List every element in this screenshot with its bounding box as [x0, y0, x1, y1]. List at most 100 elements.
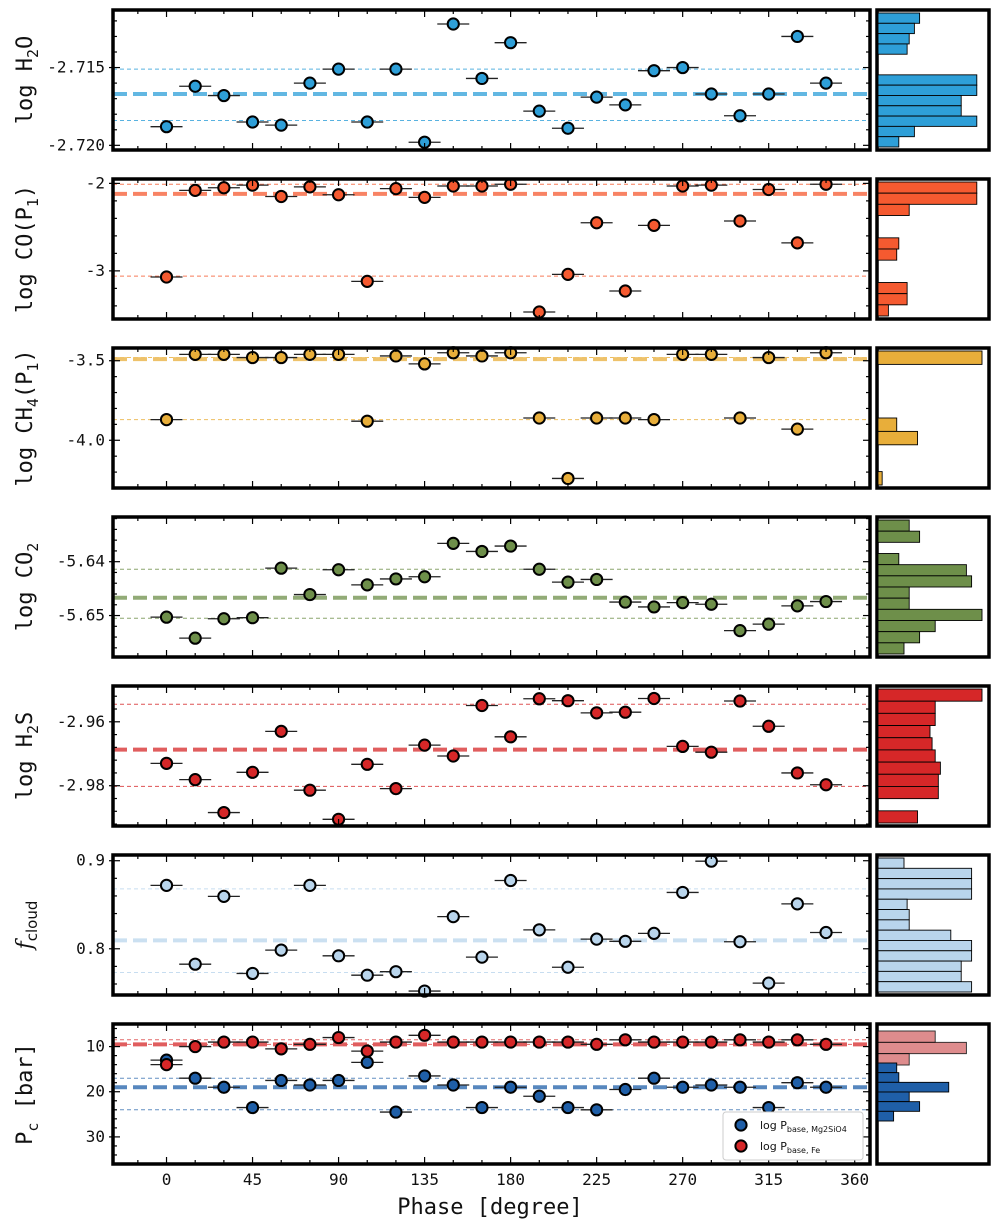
- data-point: [408, 738, 441, 752]
- marker: [561, 121, 575, 135]
- data-point: [494, 1035, 527, 1049]
- marker: [819, 778, 833, 792]
- data-point: [265, 561, 298, 575]
- legend-label: log Pbase, Mg2SiO4: [760, 1119, 847, 1134]
- marker: [389, 182, 403, 196]
- y-axis-label: log CH4(P1): [13, 349, 42, 486]
- marker: [188, 183, 202, 197]
- data-point: [781, 29, 814, 44]
- y-label-tail: ): [13, 185, 38, 198]
- marker: [590, 1103, 604, 1117]
- marker: [274, 943, 288, 957]
- data-point: [523, 923, 556, 937]
- data-point: [150, 120, 183, 134]
- marker: [762, 1100, 776, 1115]
- marker: [303, 1037, 317, 1051]
- data-point: [609, 411, 642, 425]
- marker: [303, 587, 317, 602]
- marker: [389, 782, 403, 796]
- plot-frame: [111, 1022, 872, 1166]
- marker: [389, 349, 403, 363]
- y-tick-label: 0.8: [76, 939, 105, 958]
- y-axis-label: Pc [bar]: [13, 1043, 42, 1145]
- hist-bar: [877, 564, 967, 577]
- marker: [733, 694, 747, 708]
- data-point: [351, 414, 384, 428]
- marker: [790, 236, 804, 250]
- data-point: [379, 1105, 412, 1119]
- hist-bar: [877, 929, 952, 941]
- marker: [245, 966, 260, 981]
- marker: [274, 118, 288, 132]
- data-point: [724, 411, 757, 425]
- marker: [217, 1035, 231, 1049]
- x-tick-label: 270: [668, 1170, 697, 1189]
- data-point: [179, 79, 212, 93]
- marker: [360, 757, 374, 771]
- marker: [245, 611, 260, 625]
- data-point: [724, 624, 757, 638]
- data-point: [351, 578, 384, 592]
- y-tick-label: 30: [86, 1127, 105, 1146]
- hist-frame: [875, 515, 991, 659]
- marker: [475, 1035, 489, 1049]
- data-point: [752, 719, 785, 733]
- hist-bar: [877, 960, 962, 972]
- data-point: [293, 587, 326, 602]
- marker: [360, 115, 374, 129]
- x-tick-label: 0: [162, 1170, 172, 1189]
- data-point: [265, 943, 298, 957]
- data-point: [207, 1080, 240, 1094]
- hist-bar: [877, 981, 973, 993]
- data-point: [666, 739, 699, 754]
- hist-bar: [877, 575, 973, 588]
- marker: [159, 610, 174, 624]
- legend-sub: base, Mg2SiO4: [787, 1125, 847, 1134]
- marker: [188, 1039, 202, 1054]
- hist-bar: [877, 867, 973, 880]
- marker: [389, 572, 403, 586]
- data-point: [265, 350, 298, 365]
- panel-ch4: -3.5 -4.0 log CH4(P1): [13, 346, 991, 490]
- data-point: [523, 1089, 556, 1103]
- marker: [274, 1042, 288, 1056]
- y-tick-label: -2.715: [47, 58, 105, 77]
- data-point: [609, 595, 642, 609]
- hist-bar: [877, 43, 908, 55]
- legend-marker: [734, 1139, 748, 1153]
- data-point: [207, 1035, 240, 1049]
- marker: [590, 90, 604, 104]
- marker: [446, 749, 460, 763]
- hist-bar: [877, 642, 905, 655]
- marker: [360, 414, 374, 428]
- marker: [360, 968, 374, 982]
- data-point: [637, 691, 670, 706]
- data-point: [150, 270, 183, 284]
- marker: [618, 705, 632, 719]
- hist-bar: [877, 725, 931, 739]
- marker: [217, 805, 231, 820]
- data-point: [666, 596, 699, 610]
- x-tick-label: 135: [410, 1170, 439, 1189]
- marker: [704, 597, 718, 611]
- y-label-sub: cloud: [23, 901, 41, 942]
- hist-bar-blue: [877, 1081, 950, 1093]
- marker: [360, 274, 374, 288]
- data-point: [551, 1100, 584, 1115]
- marker: [647, 1035, 661, 1049]
- hist-bar: [877, 631, 921, 644]
- marker: [819, 1080, 833, 1094]
- marker: [389, 62, 403, 76]
- data-point: [752, 87, 785, 101]
- x-axis-label: Phase [degree]: [397, 1195, 582, 1220]
- marker: [733, 1033, 747, 1047]
- data-point: [236, 1035, 269, 1049]
- marker: [733, 935, 747, 949]
- marker: [618, 411, 632, 425]
- marker: [532, 692, 546, 706]
- marker: [217, 612, 231, 626]
- marker: [762, 87, 776, 101]
- data-point: [293, 783, 326, 797]
- marker: [504, 1035, 518, 1049]
